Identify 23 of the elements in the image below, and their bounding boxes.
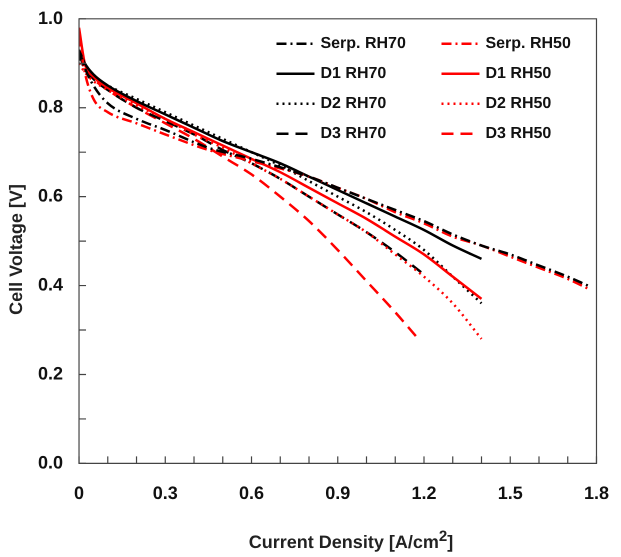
x-tick-label: 0 xyxy=(74,483,84,504)
legend-label: D2 RH50 xyxy=(485,95,552,112)
legend-label: D2 RH70 xyxy=(320,95,386,112)
legend-label: D1 RH70 xyxy=(320,65,386,82)
legend-label: Serp. RH70 xyxy=(320,35,406,52)
legend-label: Serp. RH50 xyxy=(485,35,571,52)
y-axis-title: Cell Voltage [V] xyxy=(6,184,26,315)
x-tick-label: 1.8 xyxy=(584,483,610,504)
y-tick-label: 0.8 xyxy=(38,96,64,117)
x-tick-label: 0.9 xyxy=(325,483,350,504)
legend-label: D3 RH50 xyxy=(485,125,552,142)
x-axis-title: Current Density [A/cm$^{2}$] xyxy=(248,528,454,553)
legend-label: D3 RH70 xyxy=(320,125,386,142)
y-tick-label: 0.4 xyxy=(38,274,64,295)
y-tick-label: 0.0 xyxy=(38,452,64,472)
y-tick-label: 0.2 xyxy=(38,363,64,384)
y-tick-label: 1.0 xyxy=(38,8,64,28)
x-tick-label: 0.6 xyxy=(238,483,264,504)
y-tick-label: 0.6 xyxy=(38,186,64,206)
legend-label: D1 RH50 xyxy=(485,65,552,82)
x-tick-label: 1.5 xyxy=(498,483,523,504)
x-tick-label: 1.2 xyxy=(411,483,437,504)
x-tick-label: 0.3 xyxy=(152,483,178,504)
